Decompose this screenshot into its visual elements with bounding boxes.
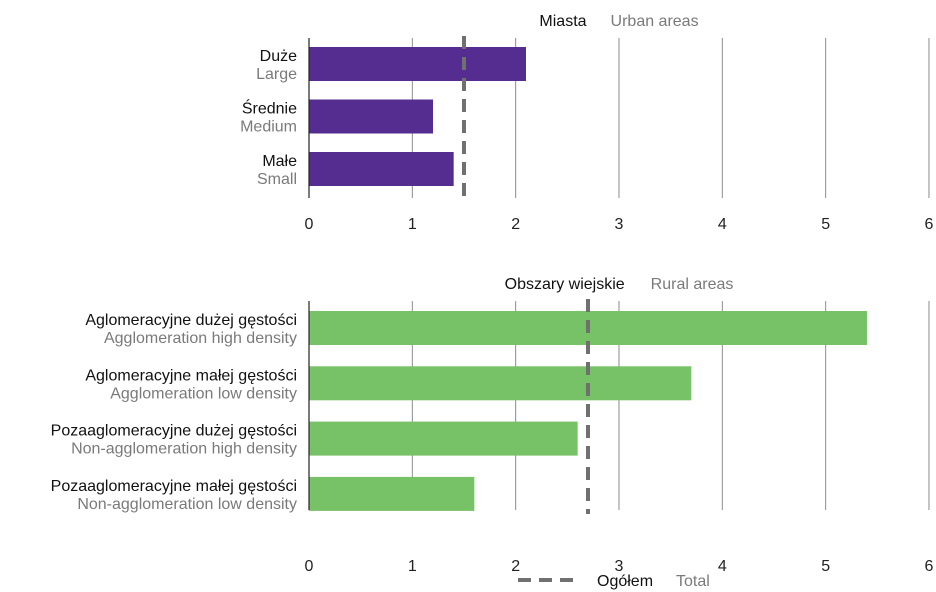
rural-x-tick-label: 1 bbox=[408, 558, 417, 575]
rural-category-label-en: Non-agglomeration high density bbox=[71, 441, 297, 458]
rural-bar-2 bbox=[309, 421, 578, 456]
urban-bar-2 bbox=[309, 152, 454, 186]
urban-category-label-pl: Duże bbox=[260, 48, 297, 65]
urban-x-tick-label: 0 bbox=[305, 216, 314, 233]
urban-category-label-en: Medium bbox=[240, 119, 297, 136]
rural-category-label-en: Agglomeration low density bbox=[110, 385, 297, 402]
rural-x-tick-label: 0 bbox=[305, 558, 314, 575]
urban-chart-title-en: Urban areas bbox=[611, 13, 699, 30]
rural-category-label-en: Agglomeration high density bbox=[104, 330, 297, 347]
rural-bar-3 bbox=[309, 476, 475, 511]
urban-chart-title-pl: Miasta bbox=[539, 13, 586, 30]
urban-x-tick-label: 2 bbox=[511, 216, 520, 233]
urban-x-tick-label: 1 bbox=[408, 216, 417, 233]
legend-total-label-pl: Ogółem bbox=[597, 573, 653, 590]
rural-category-label-pl: Pozaaglomeracyjne małej gęstości bbox=[51, 478, 297, 495]
rural-bar-1 bbox=[309, 366, 692, 401]
urban-x-tick-label: 3 bbox=[615, 216, 624, 233]
legend: Ogółem Total bbox=[518, 573, 710, 590]
rural-category-label-en: Non-agglomeration low density bbox=[77, 496, 297, 513]
rural-category-label-pl: Pozaaglomeracyjne dużej gęstości bbox=[51, 423, 297, 440]
urban-category-label-pl: Średnie bbox=[242, 99, 297, 118]
rural-category-label-pl: Aglomeracyjne dużej gęstości bbox=[85, 312, 297, 329]
urban-x-tick-label: 5 bbox=[821, 216, 830, 233]
rural-chart-title-en: Rural areas bbox=[651, 276, 734, 293]
rural-x-tick-label: 3 bbox=[615, 558, 624, 575]
rural-x-tick-label: 2 bbox=[511, 558, 520, 575]
rural-x-tick-label: 4 bbox=[718, 558, 727, 575]
rural-x-tick-label: 6 bbox=[925, 558, 934, 575]
urban-category-label-en: Small bbox=[257, 171, 297, 188]
rural-x-tick-label: 5 bbox=[821, 558, 830, 575]
rural-chart-title-pl: Obszary wiejskie bbox=[505, 276, 625, 293]
urban-bar-0 bbox=[309, 47, 526, 81]
legend-total-label-en: Total bbox=[676, 573, 710, 590]
urban-category-label-en: Large bbox=[256, 66, 297, 83]
urban-bar-1 bbox=[309, 99, 433, 134]
urban-x-tick-label: 4 bbox=[718, 216, 727, 233]
rural-category-label-pl: Aglomeracyjne małej gęstości bbox=[85, 367, 297, 384]
rural-areas-panel: Obszary wiejskie Rural areas Aglomeracyjne… bbox=[51, 276, 934, 575]
urban-x-tick-label: 6 bbox=[925, 216, 934, 233]
urban-category-label-pl: Małe bbox=[262, 153, 297, 170]
